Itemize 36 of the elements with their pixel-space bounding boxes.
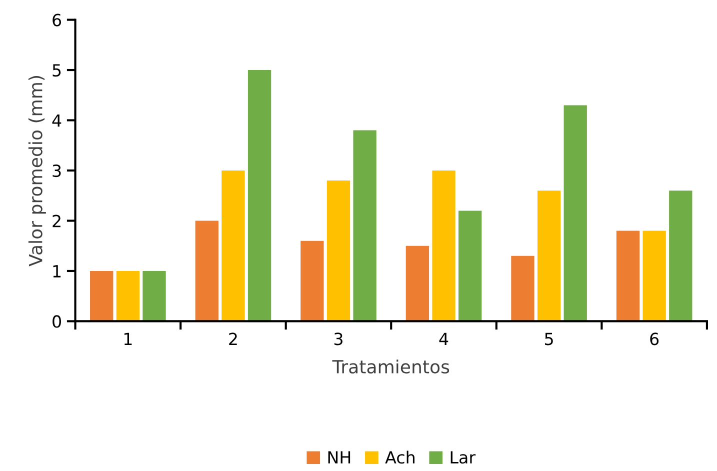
bar [642,230,666,322]
bar [300,240,324,322]
legend-label: NH [328,451,350,464]
y-tick-label: 4 [52,114,62,127]
y-tick-label: 0 [52,315,61,328]
bar [511,256,534,322]
bar [564,105,587,322]
bar [616,230,640,322]
x-tick-label: 1 [124,332,132,345]
y-tick-label: 2 [52,214,60,228]
y-tick-label: 5 [52,64,61,77]
x-tick-label: 5 [545,332,553,346]
legend-label: Lar [450,451,476,464]
bar [248,70,272,322]
bar [326,180,350,322]
x-tick-label: 3 [334,332,342,346]
bar [195,220,218,322]
bar [406,246,430,322]
y-axis-title: Valor promedio (mm) [28,76,46,266]
bar [222,170,245,322]
bar [116,270,140,322]
bar [669,190,692,322]
y-tick-label: 3 [52,164,61,178]
bar [537,190,561,322]
bar [90,270,114,322]
x-tick-label: 4 [439,332,448,345]
bar [142,270,166,322]
bar [353,130,376,322]
y-tick-label: 6 [52,14,62,26]
bar [458,210,482,322]
legend-label: Ach [385,450,414,464]
x-tick-label: 2 [229,332,237,345]
x-tick-label: 6 [650,332,659,346]
bar [432,170,456,322]
x-axis-title: Tratamientos [332,360,450,374]
y-tick-label: 1 [53,265,61,278]
